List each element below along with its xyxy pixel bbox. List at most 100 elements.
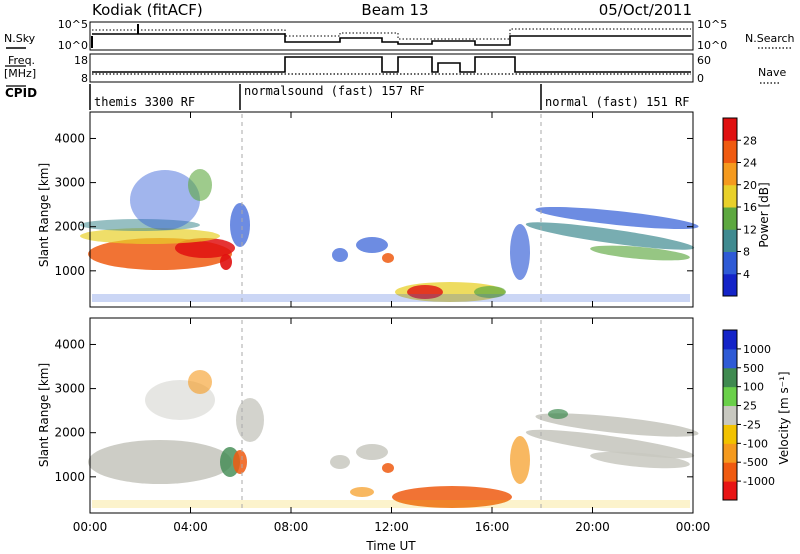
power-ytick-label: 3000 [54,176,85,190]
power-colorbar-tick-label: 4 [743,268,750,281]
freq-trace [92,56,691,73]
power-blob-upper-edge [80,228,220,244]
velocity-ytick-label: 4000 [54,337,85,351]
velocity-noise-floor [92,500,690,508]
beam-title: Beam 13 [361,1,428,19]
velocity-xtick-label: 20:00 [575,520,610,534]
velocity-colorbar-tick-label: -100 [743,437,768,450]
velocity-patch-gray-1 [330,455,350,469]
cpid-segment-3: normal (fast) 151 RF [545,95,690,109]
nsearch-label: N.Search [745,32,795,45]
power-patch-3 [382,253,394,263]
nsky-tick-low: 10^0 [58,39,88,52]
power-colorbar-tick-label: 24 [743,157,757,170]
station-title: Kodiak (fitACF) [92,1,203,19]
power-y-axis-label: Slant Range [km] [37,163,51,267]
power-patch-low-2 [474,286,506,298]
power-colorbar-swatch [723,162,737,186]
velocity-ytick-label: 3000 [54,382,85,396]
nave-tick-low: 0 [697,72,704,85]
freq-label-line1: Freq. [8,54,35,67]
power-blob-core [175,238,235,258]
velocity-y-axis-label: Slant Range [km] [37,363,51,467]
freq-tick-high: 18 [74,54,88,67]
velocity-colorbar-tick-label: 1000 [743,343,771,356]
velocity-xtick-label: 04:00 [173,520,208,534]
nave-label: Nave [758,66,786,79]
x-axis-label: Time UT [365,539,416,553]
power-colorbar-tick-label: 16 [743,201,757,214]
cpid-segment-2: normalsound (fast) 157 RF [244,84,425,98]
velocity-colorbar-frame [722,329,738,501]
velocity-patch-evening-edge [510,436,530,484]
power-noise-floor [92,294,690,302]
nave-tick-high: 60 [697,54,711,67]
power-patch-2 [356,237,388,253]
power-colorbar-label: Power [dB] [757,182,771,247]
power-ytick-label: 1000 [54,264,85,278]
power-colorbar-swatch [723,207,737,230]
nsearch-tick-low: 10^0 [697,39,727,52]
velocity-patch-orange [233,450,247,474]
velocity-colorbar-tick-label: -500 [743,456,768,469]
power-blob-mid [80,219,200,231]
velocity-colorbar-tick-label: 25 [743,400,757,413]
freq-tick-low: 8 [81,72,88,85]
velocity-band-upper [535,413,699,437]
power-colorbar-tick-label: 12 [743,223,757,236]
power-colorbar-swatch [723,184,737,208]
power-colorbar-swatch [723,251,737,275]
velocity-colorbar-swatch [723,367,737,388]
velocity-ground-scatter-left [88,440,232,484]
nsky-panel-frame [89,21,694,51]
velocity-patch-low-orange [392,486,512,508]
power-colorbar-swatch [723,140,737,163]
velocity-data-region [88,370,699,508]
power-colorbar-tick-label: 28 [743,134,757,147]
nsky-tick-high: 10^5 [58,18,88,31]
nsky-trace [92,33,691,46]
velocity-patch-orange-2 [382,463,394,473]
velocity-patch-gray-rise [236,398,264,442]
velocity-colorbar-tick-label: -25 [743,418,761,431]
velocity-colorbar-swatch [723,481,737,501]
power-panel: 1000 2000 3000 4000 Slant Range [km] [37,111,699,308]
velocity-colorbar-swatch [723,405,737,425]
velocity-xtick-label: 08:00 [274,520,309,534]
velocity-xtick-label: 12:00 [374,520,409,534]
velocity-patch-gray-2 [356,444,388,460]
velocity-y-ticks: 1000 2000 3000 4000 [54,337,693,484]
nsearch-trace [92,28,691,40]
velocity-colorbar-label: Velocity [m s⁻¹] [777,371,791,464]
velocity-colorbar-swatch [723,462,737,482]
power-blob-transition [230,203,250,247]
velocity-colorbar-swatch [723,443,737,463]
nsky-label: N.Sky [4,32,36,45]
power-ytick-label: 4000 [54,131,85,145]
velocity-patch-green-2 [548,409,568,419]
velocity-colorbar-tick-label: 500 [743,362,764,375]
power-blob-edge-core [220,254,232,270]
velocity-patch-low-amber [350,487,374,497]
power-patch-low-core [407,285,443,299]
power-colorbar: 4 8 12 16 20 24 28 [722,117,757,297]
power-colorbar-swatch [723,229,737,252]
power-colorbar-tick-label: 8 [743,246,750,259]
velocity-colorbar-swatch [723,424,737,444]
velocity-patch-amber-high [188,370,212,394]
velocity-colorbar-tick-label: -1000 [743,475,775,488]
velocity-colorbar-swatch [723,386,737,407]
nsearch-tick-high: 10^5 [697,18,727,31]
velocity-colorbar-swatch [723,348,737,369]
date-title: 05/Oct/2011 [599,1,692,19]
power-band-middle [525,222,695,250]
power-x-ticks [89,112,694,307]
power-blob-evening-edge [510,224,530,280]
velocity-panel: 1000 2000 3000 4000 00:00 04:00 08:00 12:00 16:… [37,317,711,553]
freq-label-line2: [MHz] [4,67,36,80]
velocity-xtick-label: 00:00 [676,520,711,534]
velocity-colorbar-tick-label: 100 [743,381,764,394]
power-ytick-label: 2000 [54,220,85,234]
power-colorbar-tick-label: 20 [743,179,757,192]
